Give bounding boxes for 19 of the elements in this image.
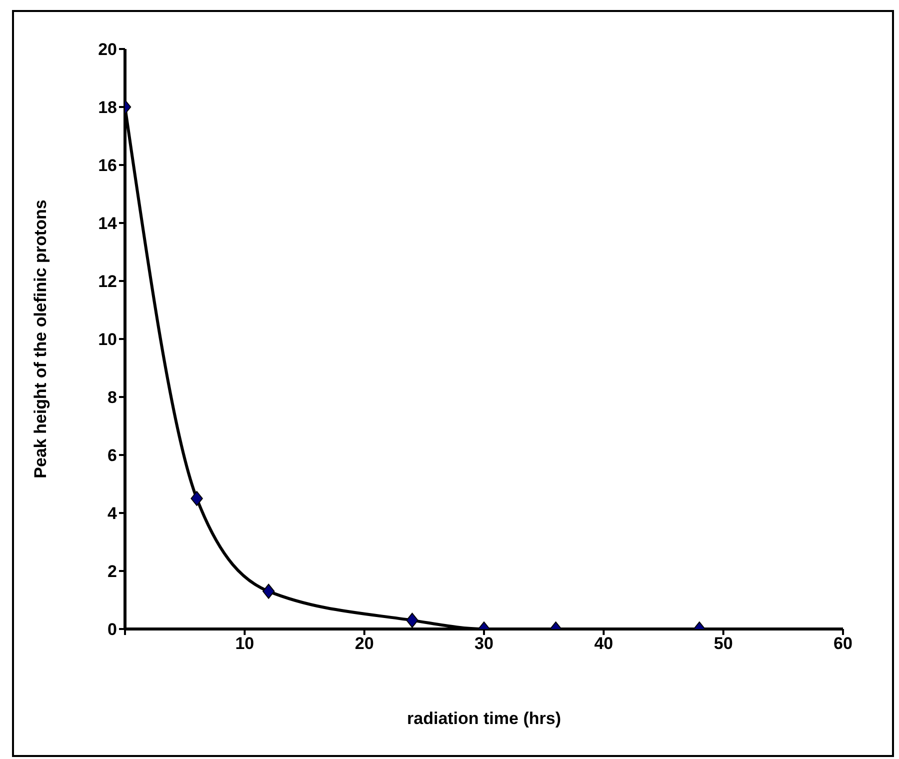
- x-axis-title: radiation time (hrs): [407, 709, 561, 728]
- y-tick-label: 18: [98, 98, 117, 118]
- y-tick-label: 14: [98, 214, 118, 234]
- x-tick-label: 20: [354, 634, 374, 654]
- y-tick-label: 2: [108, 562, 117, 582]
- x-tick-label: 50: [714, 634, 733, 654]
- y-tick-label: 16: [98, 156, 117, 176]
- y-tick-label: 4: [108, 504, 118, 524]
- y-tick-label: 12: [98, 272, 117, 292]
- x-tick-label: 30: [474, 634, 494, 654]
- x-tick-label: 40: [594, 634, 614, 654]
- y-tick-label: 8: [108, 388, 117, 408]
- x-tick-label: 60: [834, 634, 852, 654]
- x-tick-label: 10: [235, 634, 254, 654]
- y-axis-title: Peak height of the olefinic protons: [31, 200, 50, 478]
- y-tick-label: 0: [108, 620, 117, 640]
- y-tick-label: 20: [98, 40, 117, 60]
- y-tick-label: 10: [98, 330, 117, 350]
- y-tick-label: 6: [108, 446, 117, 466]
